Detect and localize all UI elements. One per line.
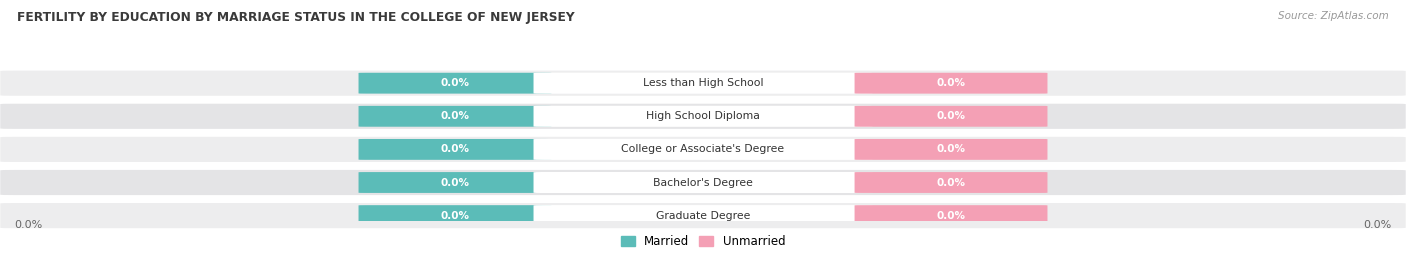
Text: 0.0%: 0.0% xyxy=(440,211,470,221)
FancyBboxPatch shape xyxy=(855,73,1047,94)
FancyBboxPatch shape xyxy=(855,139,1047,160)
FancyBboxPatch shape xyxy=(359,106,551,127)
FancyBboxPatch shape xyxy=(855,172,1047,193)
Text: 0.0%: 0.0% xyxy=(936,111,966,121)
Text: 0.0%: 0.0% xyxy=(14,220,42,230)
FancyBboxPatch shape xyxy=(533,73,873,94)
FancyBboxPatch shape xyxy=(533,172,873,193)
FancyBboxPatch shape xyxy=(359,139,551,160)
FancyBboxPatch shape xyxy=(0,137,1406,162)
Legend: Married, Unmarried: Married, Unmarried xyxy=(616,230,790,253)
Text: 0.0%: 0.0% xyxy=(936,178,966,187)
FancyBboxPatch shape xyxy=(0,70,1406,96)
Text: Bachelor's Degree: Bachelor's Degree xyxy=(652,178,754,187)
Text: High School Diploma: High School Diploma xyxy=(647,111,759,121)
Text: FERTILITY BY EDUCATION BY MARRIAGE STATUS IN THE COLLEGE OF NEW JERSEY: FERTILITY BY EDUCATION BY MARRIAGE STATU… xyxy=(17,11,575,24)
FancyBboxPatch shape xyxy=(533,205,873,226)
FancyBboxPatch shape xyxy=(0,203,1406,228)
Text: 0.0%: 0.0% xyxy=(440,78,470,88)
Text: 0.0%: 0.0% xyxy=(440,144,470,154)
Text: Less than High School: Less than High School xyxy=(643,78,763,88)
Text: Source: ZipAtlas.com: Source: ZipAtlas.com xyxy=(1278,11,1389,21)
Text: College or Associate's Degree: College or Associate's Degree xyxy=(621,144,785,154)
FancyBboxPatch shape xyxy=(359,73,551,94)
FancyBboxPatch shape xyxy=(0,104,1406,129)
Text: 0.0%: 0.0% xyxy=(1364,220,1392,230)
FancyBboxPatch shape xyxy=(533,139,873,160)
Text: 0.0%: 0.0% xyxy=(936,144,966,154)
FancyBboxPatch shape xyxy=(0,170,1406,195)
Text: Graduate Degree: Graduate Degree xyxy=(655,211,751,221)
FancyBboxPatch shape xyxy=(359,172,551,193)
FancyBboxPatch shape xyxy=(533,106,873,127)
Text: 0.0%: 0.0% xyxy=(440,111,470,121)
Text: 0.0%: 0.0% xyxy=(440,178,470,187)
FancyBboxPatch shape xyxy=(855,106,1047,127)
Text: 0.0%: 0.0% xyxy=(936,211,966,221)
FancyBboxPatch shape xyxy=(359,205,551,226)
Text: 0.0%: 0.0% xyxy=(936,78,966,88)
FancyBboxPatch shape xyxy=(855,205,1047,226)
